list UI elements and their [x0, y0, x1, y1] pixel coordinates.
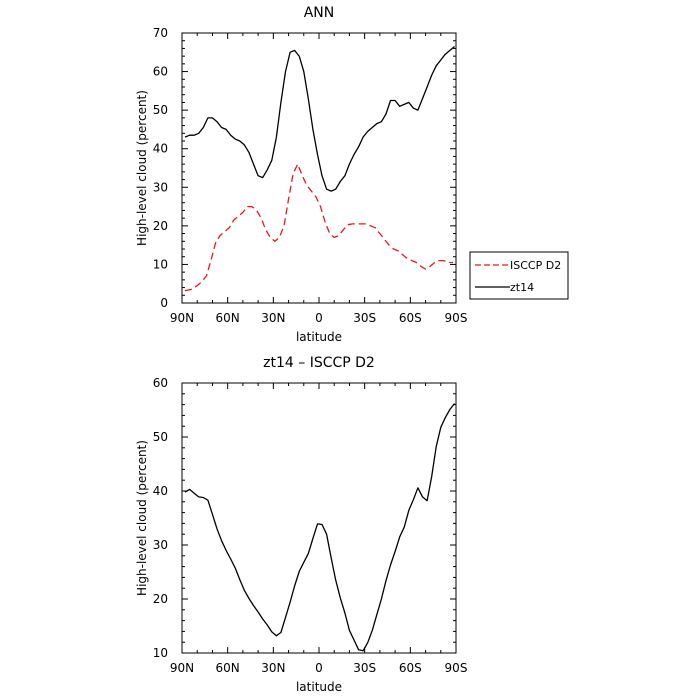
- y-tick-label: 20: [153, 592, 168, 606]
- series-line-isccp-d2: [184, 163, 453, 292]
- y-tick-label: 50: [153, 430, 168, 444]
- x-tick-label: 30N: [261, 311, 285, 325]
- x-axis-label: latitude: [296, 680, 342, 694]
- x-tick-label: 90N: [170, 311, 194, 325]
- legend: ISCCP D2 zt14: [469, 251, 569, 300]
- annual-high-cloud-chart: ANN 90N 60N 30N 0 30S 60S 90S 0 10 20 30 40 50 60 70 lat…: [135, 5, 467, 344]
- y-tick-label: 30: [153, 180, 168, 194]
- x-tick-label: 60N: [216, 661, 240, 675]
- y-tick-label: 10: [153, 257, 168, 271]
- y-tick-label: 60: [153, 376, 168, 390]
- y-tick-label: 50: [153, 103, 168, 117]
- y-tick-label: 40: [153, 142, 168, 156]
- x-tick-label: 90N: [170, 661, 194, 675]
- y-tick-label: 10: [153, 646, 168, 660]
- y-tick-label: 0: [160, 296, 168, 310]
- chart-title: zt14 – ISCCP D2: [263, 355, 375, 371]
- x-tick-label: 0: [315, 311, 323, 325]
- y-tick-label: 20: [153, 219, 168, 233]
- x-tick-label: 30S: [353, 661, 376, 675]
- series-line-zt14: [184, 46, 455, 192]
- x-tick-label: 60N: [216, 311, 240, 325]
- plot-frame: [181, 382, 457, 654]
- legend-box: [469, 251, 569, 300]
- chart-title: ANN: [304, 5, 335, 21]
- x-tick-label: 60S: [399, 311, 422, 325]
- x-tick-label: 30S: [353, 311, 376, 325]
- x-tick-label: 0: [315, 661, 323, 675]
- series-line: [184, 403, 456, 652]
- x-tick-label: 90S: [445, 661, 468, 675]
- y-axis-label: High-level cloud (percent): [135, 440, 149, 596]
- y-tick-label: 30: [153, 538, 168, 552]
- x-axis-label: latitude: [296, 330, 342, 344]
- y-tick-label: 40: [153, 484, 168, 498]
- y-axis-label: High-level cloud (percent): [135, 90, 149, 246]
- y-tick-label: 60: [153, 65, 168, 79]
- legend-label: zt14: [510, 281, 534, 294]
- x-tick-label: 90S: [445, 311, 468, 325]
- difference-chart: zt14 – ISCCP D2 90N 60N 30N 0 30S 60S 90S 10 20 30…: [135, 355, 467, 694]
- legend-label: ISCCP D2: [510, 259, 561, 272]
- x-tick-label: 30N: [261, 661, 285, 675]
- y-tick-label: 70: [153, 26, 168, 40]
- x-tick-label: 60S: [399, 661, 422, 675]
